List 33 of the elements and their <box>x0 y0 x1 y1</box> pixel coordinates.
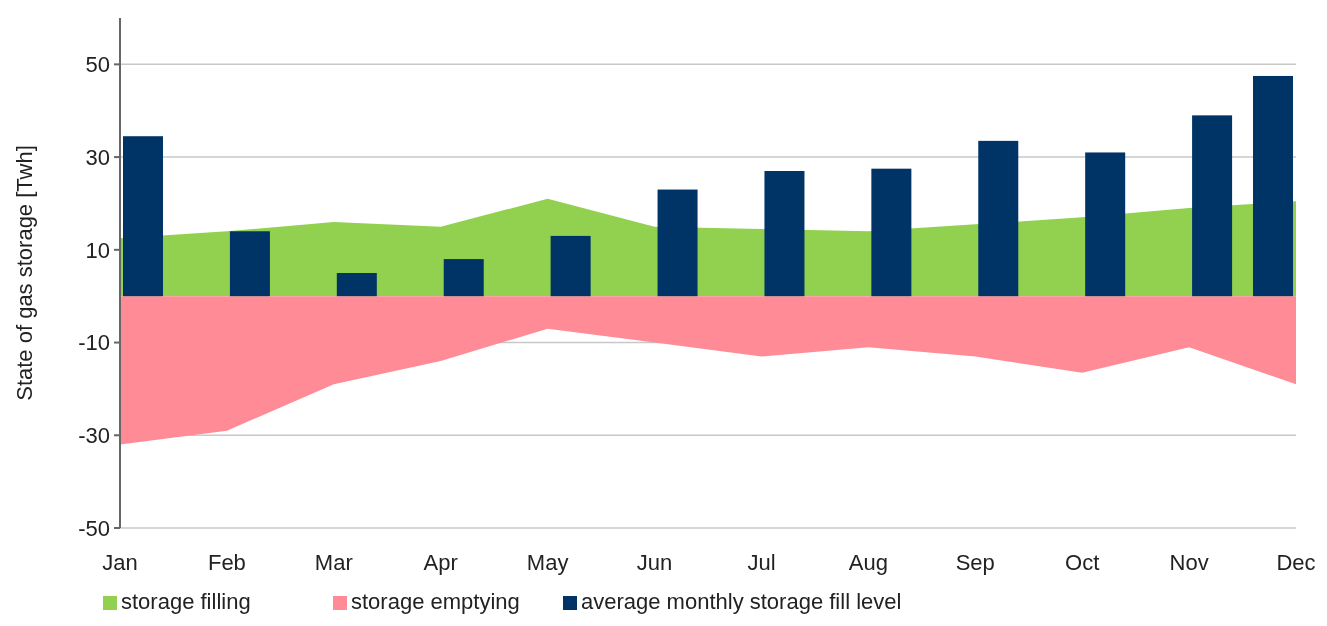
bar <box>123 136 163 297</box>
legend-label: storage emptying <box>351 589 520 614</box>
bar <box>336 273 377 297</box>
legend-label: storage filling <box>121 589 251 614</box>
bar <box>1085 152 1126 297</box>
x-tick-label: Jun <box>636 550 673 575</box>
bar <box>550 235 591 297</box>
bar <box>229 231 270 297</box>
x-tick-label: Oct <box>1065 550 1100 575</box>
bar <box>978 140 1019 297</box>
y-axis-title: State of gas storage [Twh] <box>12 145 37 401</box>
y-tick-label: -50 <box>78 515 110 541</box>
x-tick-label: Feb <box>207 550 246 575</box>
x-tick-label: May <box>526 550 569 575</box>
x-tick-label: Jan <box>102 550 138 575</box>
y-tick-label: -10 <box>78 330 110 356</box>
x-tick-label: Sep <box>955 550 995 575</box>
x-tick-label: Apr <box>423 550 458 575</box>
bar <box>764 171 805 297</box>
bar <box>657 189 698 297</box>
x-tick-label: Jul <box>747 550 776 575</box>
bar <box>443 259 484 297</box>
x-tick-label: Mar <box>314 550 353 575</box>
bar <box>1192 115 1233 297</box>
y-tick-label: -30 <box>78 422 110 448</box>
y-tick-label: 50 <box>85 52 110 78</box>
legend-label: average monthly storage fill level <box>581 589 902 614</box>
x-tick-label: Nov <box>1169 550 1209 575</box>
y-tick-label: 10 <box>85 237 110 263</box>
x-tick-label: Aug <box>848 550 888 575</box>
bar <box>871 168 912 297</box>
x-tick-label: Dec <box>1276 550 1316 575</box>
y-tick-label: 30 <box>85 144 110 170</box>
